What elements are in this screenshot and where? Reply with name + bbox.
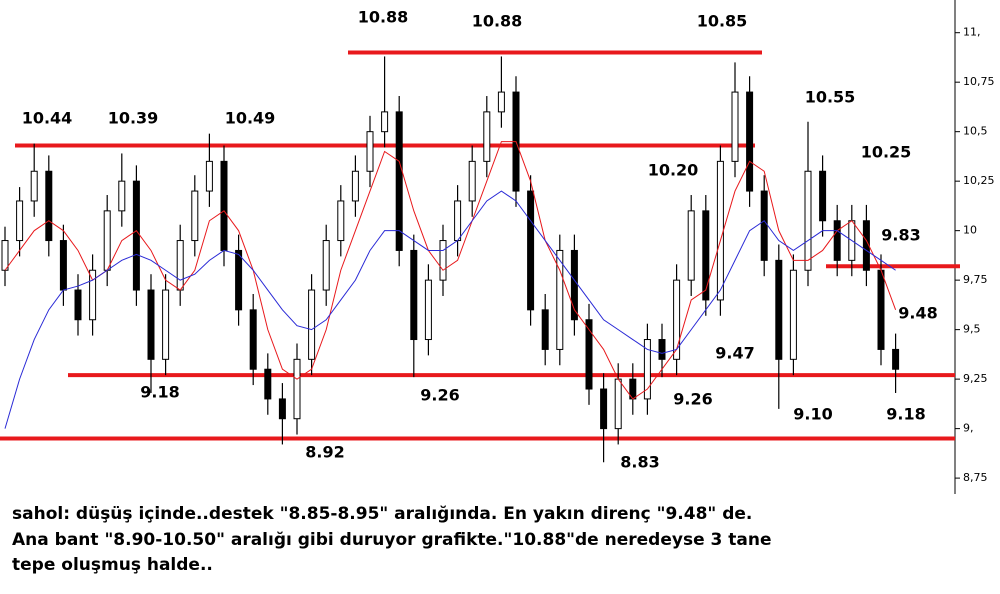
candle-body [264,368,272,400]
annotation: 10.55 [805,88,856,107]
y-tick-label: 9,75 [963,273,988,286]
y-tick-label: 10,25 [963,174,995,187]
y-tick-label: 11, [963,26,981,39]
candle-body [454,200,462,242]
candle-body [673,279,681,360]
candle-body [235,249,243,311]
candle-body [585,319,593,390]
caption-line: Ana bant "8.90-10.50" aralığı gibi duruy… [12,529,772,550]
caption: sahol: düşüş içinde..destek "8.85-8.95" … [12,502,772,579]
candle-body [308,289,316,360]
annotation: 9.10 [793,405,832,424]
annotation: 10.44 [22,109,73,128]
candle-body [819,170,827,222]
candle-body [658,339,666,360]
candle-body [293,358,301,420]
annotation: 10.88 [472,12,523,31]
candle-body [877,269,885,350]
candle-body [191,190,199,242]
candle-body [366,131,374,172]
candle-body [45,170,53,242]
candle-body [497,91,505,113]
annotation: 8.92 [305,443,344,462]
candle-body [804,170,812,271]
annotation: 9.47 [715,344,754,363]
candle-body [410,249,418,341]
candle-body [439,240,447,281]
candle-body [702,210,710,301]
annotation: 9.83 [881,226,920,245]
annotation: 9.18 [140,383,179,402]
chart: 11, 10,75 10,5 10,25 10 9,75 9,5 9,25 9, 8,75 10.8… [0,0,995,494]
annotation: 10.85 [697,12,748,31]
candle-body [395,111,403,251]
candle-body [468,160,476,202]
candle-body [103,210,111,271]
annotation: 8.83 [620,453,659,472]
y-tick-label: 9,25 [963,372,988,385]
candle-body [775,259,783,360]
candle-body [337,200,345,242]
y-tick-label: 9,5 [963,323,981,336]
candle-body [570,249,578,321]
candle-body [220,160,228,251]
candle-body [687,210,695,281]
y-tick-label: 10,75 [963,75,995,88]
annotation: 10.25 [861,143,912,162]
annotation: 10.39 [108,109,159,128]
caption-line: tepe oluşmuş halde.. [12,555,213,575]
annotation: 9.18 [886,405,925,424]
candle-body [59,240,67,291]
annotation: 9.26 [420,386,459,405]
candle-body [30,170,38,202]
candle-body [132,180,140,291]
candle-body [600,388,608,430]
moving-average [4,141,897,400]
candle-body [74,289,82,321]
candle-body [483,111,491,162]
candle-body [789,269,797,360]
candle-body [643,339,651,400]
candle-body [16,200,24,242]
candle-body [731,91,739,162]
candle-body [541,309,549,350]
y-tick-label: 10,5 [963,125,988,138]
annotation: 10.88 [358,8,409,27]
candle-body [892,348,900,370]
candle-body [1,240,9,271]
candle-body [147,289,155,360]
annotation: 9.48 [898,304,937,323]
candle-body [424,279,432,341]
candle-body [322,240,330,291]
candle-body [527,190,535,311]
candle-body [862,220,870,271]
candle-body [89,269,97,321]
annotation: 9.26 [673,390,712,409]
candle-body [176,240,184,291]
candle-body [746,91,754,192]
candle-body [716,160,724,301]
y-tick-label: 8,75 [963,471,988,484]
candle-body [162,289,170,360]
candle-body [833,220,841,261]
moving-average [4,190,896,429]
annotation: 10.49 [225,109,276,128]
candle-body [760,190,768,261]
annotation: 10.20 [648,161,699,180]
candle-body [351,170,359,202]
candle-body [278,398,286,420]
candle-body [381,111,389,133]
y-tick-label: 10 [963,224,977,237]
candle-body [249,309,257,370]
candle-body [556,249,564,350]
caption-line: sahol: düşüş içinde..destek "8.85-8.95" … [12,504,753,524]
candle-body [205,160,213,192]
candle-body [614,378,622,430]
candle-body [118,180,126,212]
y-tick-label: 9, [963,422,974,435]
